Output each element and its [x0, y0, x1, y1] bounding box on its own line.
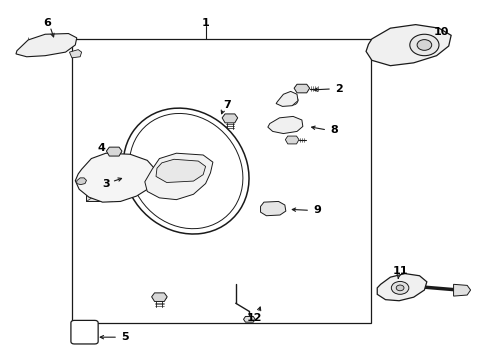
Polygon shape — [260, 202, 285, 216]
Text: 9: 9 — [313, 205, 321, 215]
Text: 5: 5 — [122, 332, 129, 342]
Text: 4: 4 — [97, 143, 105, 153]
Text: 6: 6 — [43, 18, 51, 28]
Circle shape — [416, 40, 431, 50]
Text: 10: 10 — [433, 27, 448, 37]
Polygon shape — [366, 24, 450, 66]
Polygon shape — [267, 116, 302, 134]
Circle shape — [395, 285, 403, 291]
Circle shape — [409, 34, 438, 56]
Text: 8: 8 — [330, 125, 338, 135]
Text: 2: 2 — [335, 84, 343, 94]
Polygon shape — [376, 274, 426, 301]
Text: 12: 12 — [246, 312, 262, 323]
Polygon shape — [285, 136, 298, 144]
Polygon shape — [156, 159, 205, 183]
Polygon shape — [69, 50, 81, 58]
Polygon shape — [276, 91, 297, 107]
Polygon shape — [222, 114, 237, 123]
Text: 1: 1 — [202, 18, 209, 28]
Polygon shape — [293, 84, 309, 93]
Bar — [86, 184, 112, 202]
Polygon shape — [75, 153, 156, 202]
Circle shape — [390, 282, 408, 294]
Polygon shape — [144, 153, 212, 200]
Text: 7: 7 — [223, 100, 231, 110]
Polygon shape — [453, 284, 469, 296]
Text: 11: 11 — [391, 266, 407, 276]
Text: 3: 3 — [102, 179, 109, 189]
Polygon shape — [151, 293, 167, 301]
Ellipse shape — [129, 113, 243, 229]
Polygon shape — [77, 178, 86, 185]
Ellipse shape — [123, 108, 248, 234]
Polygon shape — [106, 147, 122, 156]
Polygon shape — [16, 33, 77, 57]
Polygon shape — [243, 316, 255, 322]
Bar — [72, 39, 370, 323]
FancyBboxPatch shape — [71, 320, 98, 344]
